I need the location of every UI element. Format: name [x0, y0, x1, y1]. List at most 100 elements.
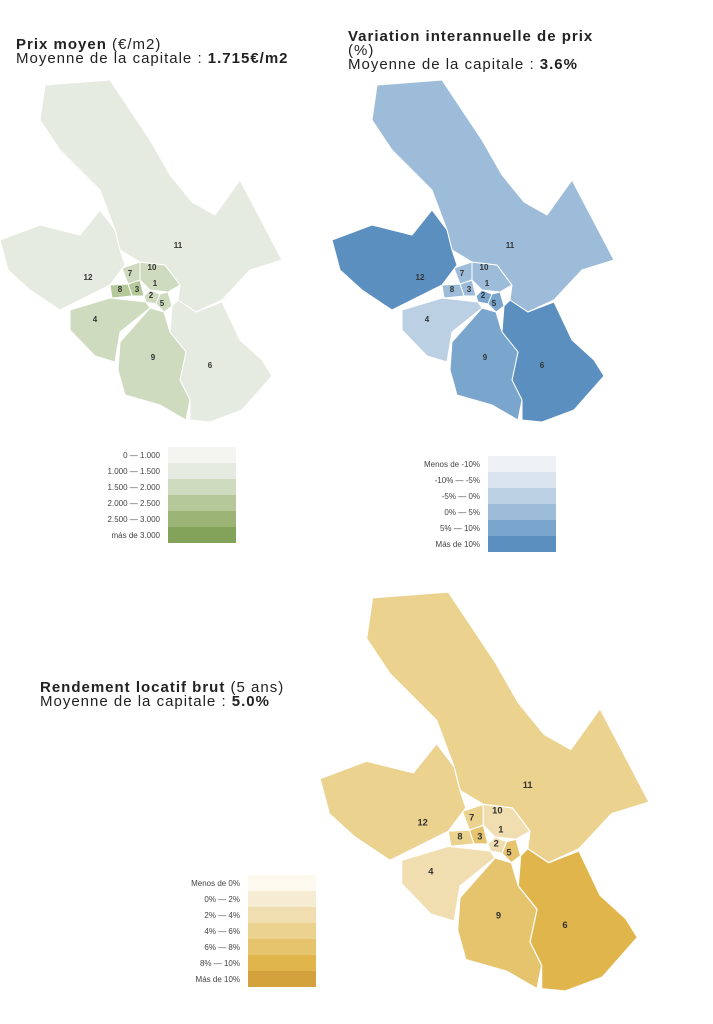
district-label: 10: [148, 263, 157, 272]
legend-row: -10% — -5%: [400, 472, 556, 488]
district-label: 1: [153, 279, 158, 288]
district-label: 6: [540, 361, 545, 370]
district-label: 10: [480, 263, 489, 272]
legend-row: 0% — 2%: [160, 891, 316, 907]
district-11: [39, 80, 283, 313]
legend-label: más de 3.000: [111, 530, 160, 540]
legend-row: Menos de -10%: [400, 456, 556, 472]
title-rendement: Rendement locatif brut (5 ans) Moyenne d…: [40, 679, 285, 710]
legend-label: Menos de 0%: [191, 878, 240, 888]
legend-row: 4% — 6%: [160, 923, 316, 939]
district-12: [332, 209, 458, 311]
district-label: 9: [483, 353, 488, 362]
legend-swatch: [248, 907, 316, 923]
district-label: 8: [457, 831, 462, 841]
legend-swatch: [168, 511, 236, 527]
legend-swatch: [168, 479, 236, 495]
legend-label: 0 — 1.000: [123, 450, 160, 460]
legend-swatch: [248, 971, 316, 987]
district-8: [441, 283, 465, 299]
district-label: 6: [562, 920, 567, 930]
district-4: [69, 297, 151, 363]
district-label: 5: [492, 299, 497, 308]
district-label: 3: [135, 285, 140, 294]
district-9: [117, 307, 191, 421]
district-label: 4: [425, 315, 430, 324]
legend-label: 0% — 2%: [204, 894, 240, 904]
district-4: [401, 845, 496, 922]
legend-label: 2.500 — 3.000: [107, 514, 160, 524]
legend-swatch: [488, 472, 556, 488]
legend-variation: Menos de -10% -10% — -5% -5% — 0% 0% — 5% 5%…: [400, 456, 556, 552]
legend-prix: 0 — 1.000 1.000 — 1.500 1.500 — 2.000 2.000…: [80, 447, 236, 543]
legend-label: 2.000 — 2.500: [107, 498, 160, 508]
legend-label: 5% — 10%: [439, 523, 480, 533]
district-11: [366, 592, 650, 864]
legend-swatch: [248, 891, 316, 907]
district-label: 5: [506, 848, 511, 858]
legend-row: 2% — 4%: [160, 907, 316, 923]
district-5: [501, 838, 522, 864]
district-9: [457, 857, 543, 990]
legend-label: Más de 10%: [435, 539, 480, 549]
title-prix: Prix moyen (€/m2) Moyenne de la capitale…: [16, 36, 289, 67]
district-4: [401, 297, 483, 363]
legend-row: 0 — 1.000: [80, 447, 236, 463]
legend-label: 4% — 6%: [204, 926, 240, 936]
district-5: [487, 291, 505, 313]
district-label: 9: [151, 353, 156, 362]
legend-swatch: [248, 939, 316, 955]
district-label: 8: [450, 285, 455, 294]
legend-label: 1.000 — 1.500: [107, 466, 160, 476]
legend-row: -5% — 0%: [400, 488, 556, 504]
legend-swatch: [168, 527, 236, 543]
legend-swatch: [248, 955, 316, 971]
district-label: 6: [208, 361, 213, 370]
district-label: 2: [494, 838, 499, 848]
legend-swatch: [488, 536, 556, 552]
legend-row: 1.000 — 1.500: [80, 463, 236, 479]
district-label: 11: [174, 241, 183, 250]
legend-swatch: [248, 875, 316, 891]
legend-label: 0% — 5%: [444, 507, 480, 517]
district-label: 2: [149, 291, 154, 300]
legend-label: -5% — 0%: [441, 491, 480, 501]
legend-row: 8% — 10%: [160, 955, 316, 971]
legend-label: 6% — 8%: [204, 942, 240, 952]
district-label: 11: [523, 780, 533, 790]
legend-row: 2.000 — 2.500: [80, 495, 236, 511]
district-label: 11: [506, 241, 515, 250]
legend-row: 0% — 5%: [400, 504, 556, 520]
district-label: 7: [469, 813, 474, 823]
legend-row: más de 3.000: [80, 527, 236, 543]
legend-label: Menos de -10%: [423, 459, 480, 469]
district-label: 12: [416, 273, 425, 282]
legend-swatch: [168, 447, 236, 463]
district-label: 2: [481, 291, 486, 300]
legend-label: 8% — 10%: [199, 958, 240, 968]
district-label: 9: [496, 911, 501, 921]
district-label: 7: [460, 269, 465, 278]
legend-row: 2.500 — 3.000: [80, 511, 236, 527]
district-8: [447, 829, 475, 847]
legend-label: -10% — -5%: [434, 475, 480, 485]
district-label: 12: [84, 273, 93, 282]
legend-label: Más de 10%: [195, 974, 240, 984]
district-label: 3: [477, 831, 482, 841]
legend-row: 6% — 8%: [160, 939, 316, 955]
legend-swatch: [488, 488, 556, 504]
district-label: 4: [93, 315, 98, 324]
district-label: 3: [467, 285, 472, 294]
district-label: 1: [498, 824, 503, 834]
legend-swatch: [488, 504, 556, 520]
legend-row: 1.500 — 2.000: [80, 479, 236, 495]
legend-row: Más de 10%: [160, 971, 316, 987]
district-12: [320, 742, 467, 862]
district-9: [449, 307, 523, 421]
legend-swatch: [488, 520, 556, 536]
district-label: 5: [160, 299, 165, 308]
district-5: [155, 291, 173, 313]
district-label: 12: [417, 817, 427, 827]
